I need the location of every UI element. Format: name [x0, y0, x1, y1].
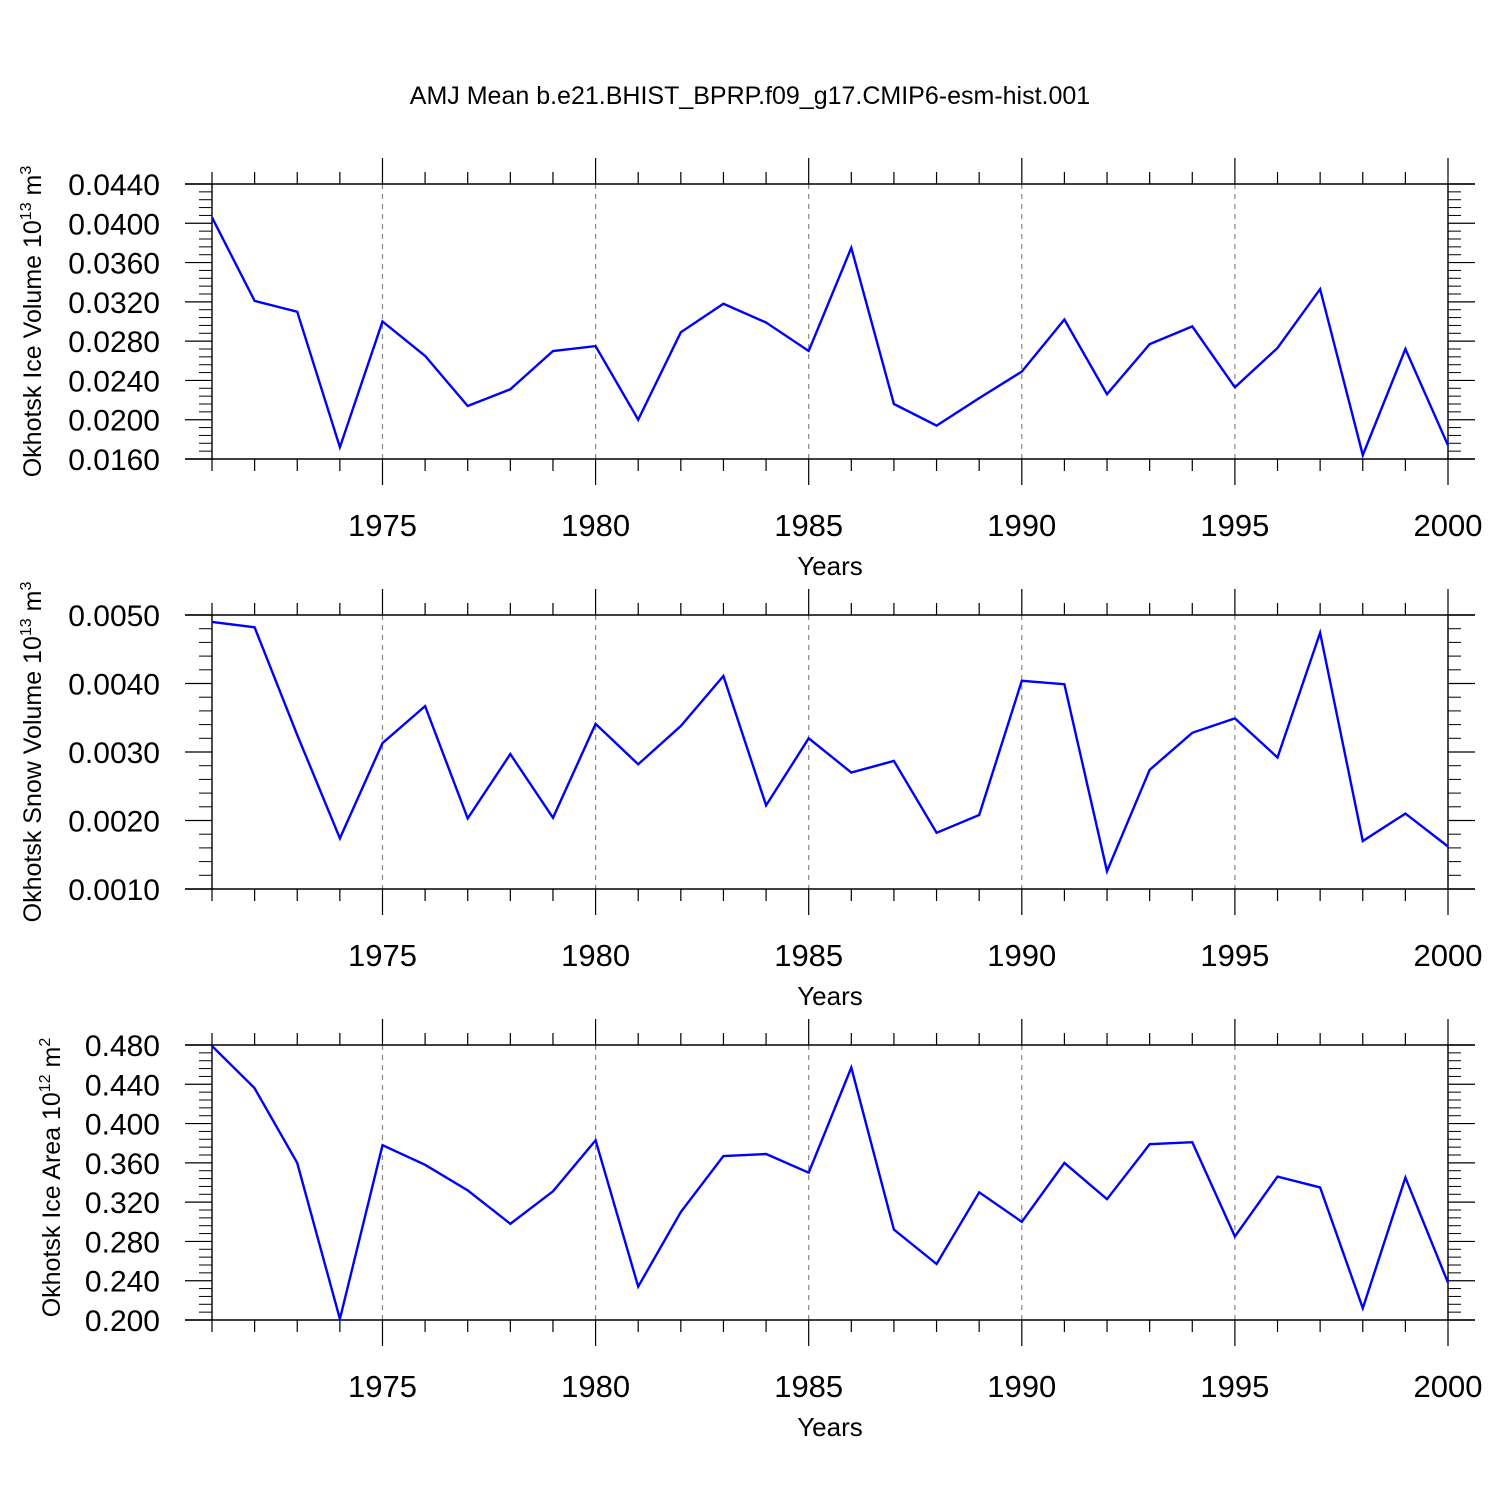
x-tick-label: 1995 — [1200, 508, 1269, 543]
y-axis-label: Okhotsk Snow Volume 1013 m3 — [18, 582, 47, 923]
x-tick-label: 1990 — [987, 938, 1056, 973]
x-tick-label: 1975 — [348, 938, 417, 973]
y-tick-label: 0.0400 — [68, 208, 160, 241]
x-tick-label: 1980 — [561, 938, 630, 973]
x-tick-label: 1975 — [348, 1369, 417, 1404]
y-tick-label: 0.0360 — [68, 248, 160, 281]
x-axis-label: Years — [797, 1412, 863, 1442]
y-tick-label: 0.320 — [85, 1187, 160, 1220]
y-tick-label: 0.0030 — [68, 737, 160, 770]
figure-title: AMJ Mean b.e21.BHIST_BPRP.f09_g17.CMIP6-… — [409, 82, 1091, 110]
y-tick-label: 0.240 — [85, 1266, 160, 1299]
y-tick-label: 0.0320 — [68, 287, 160, 320]
y-tick-label: 0.0040 — [68, 669, 160, 702]
x-axis-label: Years — [797, 981, 863, 1011]
panel-ice-area: 0.200 0.240 0.280 0.320 0.360 0.400 0.440 0.480… — [37, 1019, 1482, 1442]
panel-snow-volume: 0.0010 0.0020 0.0030 0.0040 0.0050 1975 1980 19… — [18, 582, 1482, 1011]
y-axis-label: Okhotsk Ice Area 1012 m2 — [37, 1038, 66, 1318]
x-tick-label: 1985 — [774, 938, 843, 973]
x-tick-label: 1995 — [1200, 1369, 1269, 1404]
series-line — [211, 620, 1449, 876]
series-line — [210, 216, 1450, 459]
x-tick-label: 1985 — [774, 508, 843, 543]
y-axis-label: Okhotsk Ice Volume 1013 m3 — [18, 166, 47, 478]
y-tick-label: 0.200 — [85, 1305, 160, 1338]
x-axis-label: Years — [797, 551, 863, 581]
x-tick-label: 1995 — [1200, 938, 1269, 973]
y-tick-label: 0.0280 — [68, 326, 160, 359]
x-tick-label: 2000 — [1414, 508, 1483, 543]
x-tick-label: 1985 — [774, 1369, 843, 1404]
y-tick-label: 0.0240 — [68, 365, 160, 398]
x-tick-label: 1975 — [348, 508, 417, 543]
x-tick-label: 1980 — [561, 508, 630, 543]
y-tick-label: 0.0160 — [68, 444, 160, 477]
series-line — [211, 1045, 1450, 1324]
y-tick-label: 0.440 — [85, 1069, 160, 1102]
x-tick-label: 2000 — [1414, 938, 1483, 973]
x-tick-label: 2000 — [1414, 1369, 1483, 1404]
x-tick-label: 1990 — [987, 508, 1056, 543]
y-tick-label: 0.400 — [85, 1109, 160, 1142]
y-tick-label: 0.0020 — [68, 806, 160, 839]
y-tick-label: 0.280 — [85, 1226, 160, 1259]
y-tick-label: 0.0200 — [68, 405, 160, 438]
y-tick-label: 0.360 — [85, 1148, 160, 1181]
y-tick-label: 0.0010 — [68, 874, 160, 907]
y-tick-label: 0.480 — [85, 1030, 160, 1063]
y-tick-label: 0.0050 — [68, 600, 160, 633]
x-tick-label: 1980 — [561, 1369, 630, 1404]
panel-ice-volume: 0.0160 0.0200 0.0240 0.0280 0.0320 0.0360 0.04… — [18, 158, 1482, 581]
x-tick-label: 1990 — [987, 1369, 1056, 1404]
y-tick-label: 0.0440 — [68, 169, 160, 202]
